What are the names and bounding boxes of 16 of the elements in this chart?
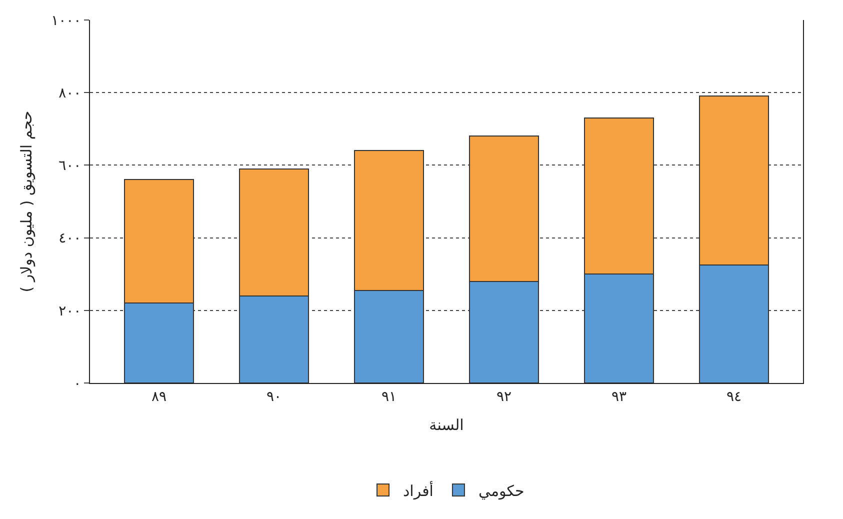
- x-tick-label: ٩٠: [266, 388, 282, 405]
- y-tick-label: ٨٠٠: [58, 86, 82, 102]
- y-tick-label: ١٠٠٠: [51, 12, 82, 29]
- x-tick-label: ٩١: [381, 388, 397, 405]
- y-tick-label: ٦٠٠: [58, 158, 82, 174]
- x-tick-label: ٩٢: [496, 388, 512, 405]
- legend-label: حكومي: [478, 482, 524, 500]
- y-tick-label: ٠: [74, 376, 82, 392]
- x-tick-label: ٩٣: [611, 388, 627, 405]
- x-axis-title: السنة: [429, 416, 464, 434]
- x-tick-label: ٨٩: [151, 388, 167, 405]
- y-axis-title: حجم التسويق ( مليون دولار ): [17, 110, 36, 292]
- legend-label: أفراد: [403, 480, 434, 500]
- y-tick-label: ٢٠٠: [58, 303, 82, 320]
- y-tick-label: ٤٠٠: [58, 230, 82, 247]
- x-tick-label: ٩٤: [726, 388, 742, 405]
